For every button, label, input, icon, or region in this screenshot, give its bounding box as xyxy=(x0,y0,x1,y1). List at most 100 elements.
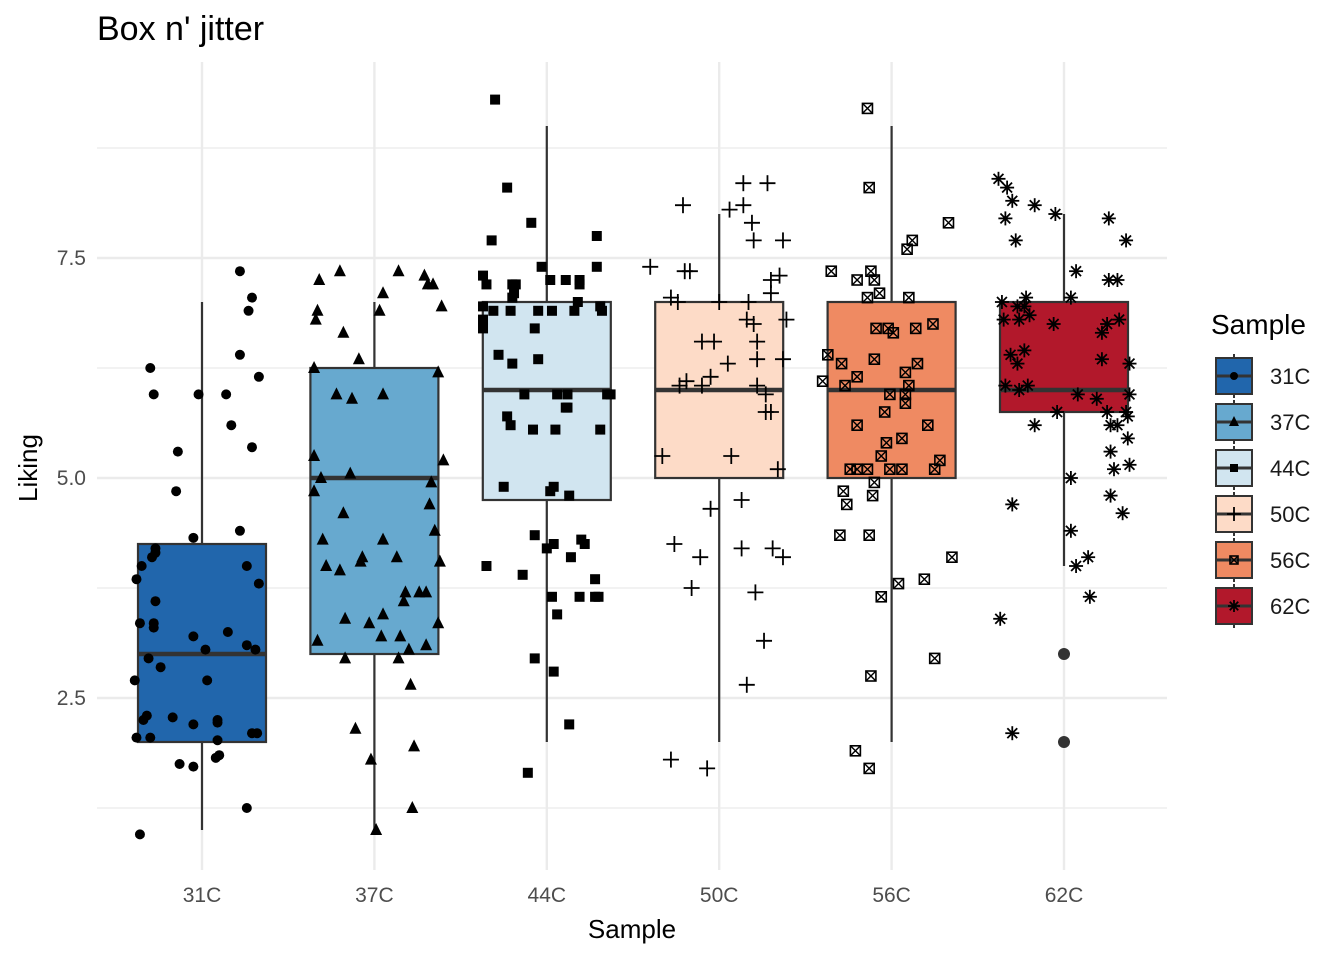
square-cross-b xyxy=(896,463,908,475)
x-tick-label: 31C xyxy=(183,884,222,907)
jitter-point xyxy=(337,506,350,519)
square-cross-box xyxy=(861,102,874,115)
asterisk-stroke xyxy=(992,173,1005,185)
square-cross-box xyxy=(875,450,888,462)
jitter-point xyxy=(394,629,407,642)
jitter-point xyxy=(735,175,752,192)
jitter-point xyxy=(757,386,774,403)
jitter-point xyxy=(738,676,755,693)
jitter-point xyxy=(1050,405,1065,419)
jitter-point xyxy=(1122,457,1137,472)
jitter-point xyxy=(733,492,750,508)
jitter-point xyxy=(200,644,211,655)
jitter-point xyxy=(502,411,513,422)
jitter-point xyxy=(591,231,602,241)
circle-marker xyxy=(143,653,154,664)
jitter-point xyxy=(541,543,552,554)
triangle-marker xyxy=(316,532,329,545)
square-marker xyxy=(502,411,513,422)
square-marker xyxy=(550,424,561,435)
asterisk-stroke xyxy=(1122,432,1134,444)
jitter-point xyxy=(560,402,571,413)
jitter-point xyxy=(536,261,547,272)
triangle-marker xyxy=(356,550,369,563)
square-cross-box xyxy=(851,419,863,432)
square-marker xyxy=(529,530,540,541)
jitter-point xyxy=(423,497,436,510)
jitter-point xyxy=(683,580,700,596)
asterisk-stroke xyxy=(1004,349,1017,361)
square-marker xyxy=(478,314,489,325)
square-marker xyxy=(564,490,575,501)
jitter-point xyxy=(873,287,886,300)
jitter-point xyxy=(749,377,766,394)
jitter-point xyxy=(364,752,377,765)
square-marker xyxy=(591,261,602,272)
jitter-point xyxy=(548,481,559,492)
circle-marker xyxy=(188,532,199,543)
circle-marker xyxy=(202,675,213,686)
jitter-point xyxy=(743,214,760,231)
jitter-point xyxy=(1119,233,1134,248)
square-cross-b xyxy=(879,406,891,418)
asterisk-stroke xyxy=(1018,300,1030,312)
asterisk-stroke xyxy=(1006,498,1018,510)
circle-marker xyxy=(188,631,199,642)
circle-marker xyxy=(212,735,223,746)
square-marker xyxy=(564,719,575,730)
triangle-marker xyxy=(308,361,321,373)
jitter-point xyxy=(404,677,417,690)
square-cross-b xyxy=(863,762,875,774)
triangle-marker xyxy=(344,466,357,479)
jitter-point xyxy=(1229,416,1239,426)
circle-marker xyxy=(253,578,264,589)
jitter-point xyxy=(928,463,941,476)
square-cross-b xyxy=(851,274,863,286)
square-marker xyxy=(488,305,499,316)
legend-label: 50C xyxy=(1270,502,1310,527)
triangle-marker xyxy=(437,453,450,466)
jitter-point xyxy=(749,351,766,368)
jitter-point xyxy=(1046,317,1061,331)
square-cross-b xyxy=(1229,555,1239,565)
jitter-point xyxy=(243,305,254,316)
box-44C xyxy=(481,126,612,742)
jitter-point xyxy=(147,552,158,563)
square-cross-b xyxy=(899,366,911,378)
circle-marker xyxy=(1230,372,1238,380)
jitter-point xyxy=(241,640,252,651)
jitter-point xyxy=(377,532,390,545)
jitter-point xyxy=(868,353,881,366)
jitter-point xyxy=(1112,312,1127,327)
asterisk-stroke xyxy=(1117,507,1129,519)
jitter-point xyxy=(605,389,616,400)
jitter-point xyxy=(507,358,518,369)
jitter-point xyxy=(320,559,333,571)
jitter-point xyxy=(642,258,659,275)
triangle-marker xyxy=(330,387,343,400)
jitter-point xyxy=(171,486,182,497)
square-cross-b xyxy=(822,349,834,361)
square-cross-box xyxy=(899,388,912,401)
jitter-point xyxy=(861,102,874,115)
jitter-point xyxy=(562,389,573,400)
asterisk-stroke xyxy=(1065,472,1077,484)
asterisk-stroke xyxy=(1011,358,1024,370)
jitter-point xyxy=(546,591,557,602)
square-marker xyxy=(507,292,518,303)
asterisk-stroke xyxy=(1070,265,1082,277)
box-body xyxy=(309,366,440,656)
square-marker xyxy=(505,305,516,316)
jitter-point xyxy=(313,273,326,285)
jitter-point xyxy=(155,662,166,673)
square-marker xyxy=(478,270,489,281)
jitter-point xyxy=(866,489,879,502)
square-cross-box xyxy=(861,463,874,476)
jitter-point xyxy=(899,366,912,379)
circle-marker xyxy=(172,446,183,457)
triangle-marker xyxy=(394,629,407,642)
jitter-point xyxy=(1008,233,1023,248)
legend-label: 62C xyxy=(1270,594,1310,619)
jitter-point xyxy=(778,311,795,328)
jitter-point xyxy=(529,530,540,541)
